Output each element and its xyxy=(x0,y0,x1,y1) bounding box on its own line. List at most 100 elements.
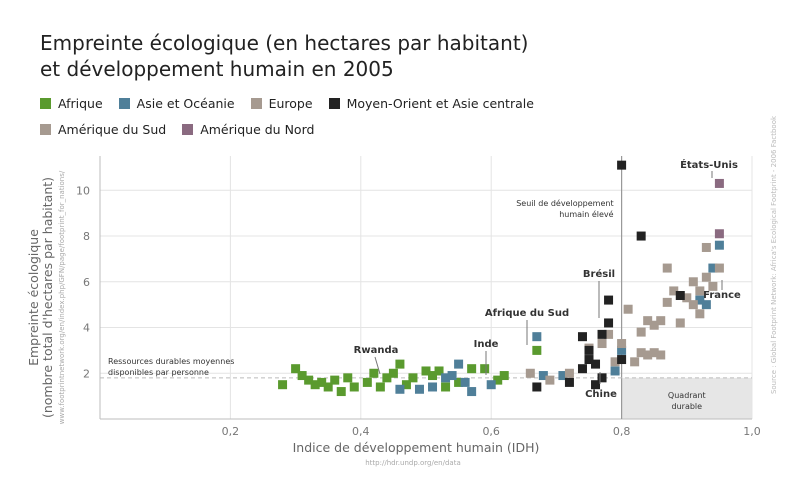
data-point xyxy=(304,375,314,385)
data-point xyxy=(454,377,464,387)
legend-swatch-asie-oceanie xyxy=(118,98,130,109)
data-point xyxy=(714,263,724,273)
data-point xyxy=(414,384,424,394)
data-point xyxy=(584,345,594,355)
data-point xyxy=(604,318,614,328)
data-point xyxy=(486,380,496,390)
data-point xyxy=(643,316,653,326)
quadrant-label-line-1: Quadrant xyxy=(668,391,706,400)
data-point xyxy=(558,371,568,381)
legend-item-moyen-orient: Moyen-Orient et Asie centrale xyxy=(328,96,534,111)
y-axis-url: www.footprintnetwork.org/en/index.php/GF… xyxy=(58,170,66,424)
data-point xyxy=(688,277,698,287)
annotation-label: France xyxy=(703,290,741,301)
data-point xyxy=(597,339,607,349)
x-tick-label: 1,0 xyxy=(743,425,761,438)
data-point xyxy=(336,387,346,397)
data-point xyxy=(467,387,477,397)
legend-item-amerique-nord: Amérique du Nord xyxy=(182,122,314,137)
data-point xyxy=(428,382,438,392)
data-point xyxy=(532,332,542,342)
data-point xyxy=(395,359,405,369)
data-point xyxy=(408,373,418,383)
source-credit: Source : Global Footprint Network: Afric… xyxy=(770,115,778,394)
data-point xyxy=(610,366,620,376)
legend-item-amerique-sud: Amérique du Sud xyxy=(40,122,166,137)
chart-title-line-1: Empreinte écologique (en hectares par ha… xyxy=(40,31,529,55)
data-point xyxy=(577,364,587,374)
data-point xyxy=(701,242,711,252)
x-tick-label: 0,6 xyxy=(482,425,500,438)
data-point xyxy=(460,377,470,387)
data-point xyxy=(330,375,340,385)
data-point xyxy=(649,320,659,330)
y-tick-label: 2 xyxy=(83,367,90,380)
data-point xyxy=(310,380,320,390)
data-point xyxy=(395,384,405,394)
legend-label-moyen-orient: Moyen-Orient et Asie centrale xyxy=(346,96,534,111)
x-tick-label: 0,2 xyxy=(222,425,240,438)
data-point xyxy=(369,368,379,378)
data-point xyxy=(538,371,548,381)
data-point xyxy=(617,160,627,170)
sustainable-quadrant xyxy=(621,377,752,419)
data-point xyxy=(643,350,653,360)
legend-swatch-amerique-nord xyxy=(182,124,194,135)
data-point xyxy=(278,380,288,390)
data-point xyxy=(577,332,587,342)
data-point xyxy=(630,357,640,367)
data-point xyxy=(695,295,705,305)
data-point xyxy=(291,364,301,374)
data-point xyxy=(636,327,646,337)
data-point xyxy=(323,382,333,392)
data-point xyxy=(656,316,666,326)
legend-label-afrique: Afrique xyxy=(58,96,103,111)
data-point xyxy=(604,295,614,305)
legend-item-afrique: Afrique xyxy=(40,96,103,111)
data-point xyxy=(375,382,385,392)
legend-item-asie-oceanie: Asie et Océanie xyxy=(118,96,235,111)
data-point xyxy=(649,348,659,358)
data-point xyxy=(597,373,607,383)
chart-title: Empreinte écologique (en hectares par ha… xyxy=(40,30,528,82)
data-point xyxy=(388,368,398,378)
legend-label-asie-oceanie: Asie et Océanie xyxy=(136,96,235,111)
data-point xyxy=(636,348,646,358)
data-point xyxy=(591,380,601,390)
data-point xyxy=(617,345,627,355)
y-tick-label: 4 xyxy=(83,322,90,335)
data-point xyxy=(532,345,542,355)
legend-swatch-europe xyxy=(250,98,262,109)
data-point xyxy=(662,263,672,273)
y-axis-label-line-2: (nombre total d'hectares par habitant) xyxy=(40,177,55,418)
data-point xyxy=(675,291,685,301)
threshold-label-line-1: Seuil de développement xyxy=(516,198,613,208)
data-point xyxy=(688,300,698,310)
data-point xyxy=(708,263,718,273)
data-point xyxy=(343,373,353,383)
legend: Afrique Asie et Océanie Europe Moyen-Ori… xyxy=(40,96,600,137)
data-point xyxy=(493,375,503,385)
legend-swatch-afrique xyxy=(40,98,51,109)
data-point xyxy=(662,297,672,307)
data-point xyxy=(545,375,555,385)
x-tick-label: 0,4 xyxy=(352,425,370,438)
data-point xyxy=(701,300,711,310)
data-point xyxy=(701,272,711,282)
data-point xyxy=(610,357,620,367)
y-tick-label: 10 xyxy=(76,184,90,197)
data-point xyxy=(623,304,633,314)
x-axis-label: Indice de développement humain (IDH) xyxy=(293,440,540,455)
data-point xyxy=(695,286,705,296)
data-point xyxy=(434,366,444,376)
data-point xyxy=(675,318,685,328)
annotation-leader xyxy=(374,356,381,375)
x-tick-label: 0,8 xyxy=(613,425,631,438)
legend-label-amerique-nord: Amérique du Nord xyxy=(200,122,315,137)
data-point xyxy=(636,231,646,241)
annotation-label: Rwanda xyxy=(354,345,399,356)
data-point xyxy=(499,371,509,381)
data-point xyxy=(441,373,451,383)
y-tick-label: 8 xyxy=(83,230,90,243)
